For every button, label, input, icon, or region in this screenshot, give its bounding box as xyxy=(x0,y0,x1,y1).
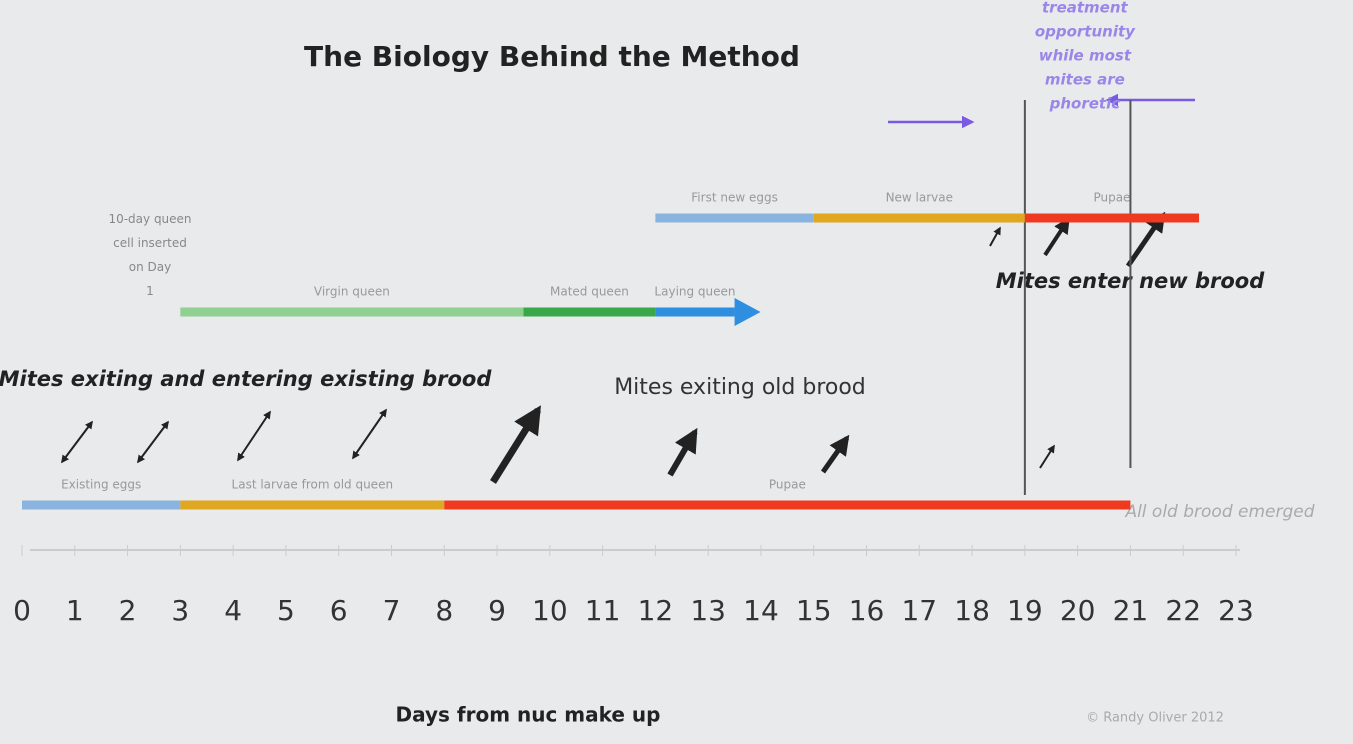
old-brood-note: Mites exiting old brood xyxy=(614,375,866,400)
treatment-note: opportunity xyxy=(1035,23,1136,41)
mite-arrow xyxy=(667,427,698,477)
title: The Biology Behind the Method xyxy=(304,40,800,73)
segment-label: Pupae xyxy=(769,478,806,492)
tick-label: 1 xyxy=(66,594,84,627)
tick-label: 19 xyxy=(1007,594,1043,627)
tick-label: 4 xyxy=(224,594,242,627)
tick-label: 0 xyxy=(13,594,31,627)
treatment-note: phoretic xyxy=(1049,95,1121,113)
tick-label: 3 xyxy=(171,594,189,627)
tick-label: 16 xyxy=(849,594,885,627)
mite-arrow xyxy=(137,420,169,464)
tick-label: 20 xyxy=(1060,594,1096,627)
tick-label: 21 xyxy=(1113,594,1149,627)
segment-label: New larvae xyxy=(886,191,953,205)
tick-label: 15 xyxy=(796,594,832,627)
tick-label: 7 xyxy=(383,594,401,627)
queen-note: 10-day queen cell inserted on Day 1 xyxy=(108,212,191,298)
tick-label: 11 xyxy=(585,594,621,627)
mite-arrows xyxy=(61,211,1166,484)
segment-label: Last larvae from old queen xyxy=(232,478,394,492)
tick-label: 9 xyxy=(488,594,506,627)
axis-label: Days from nuc make up xyxy=(396,703,661,727)
treatment-note: while most xyxy=(1039,47,1132,65)
tick-label: 10 xyxy=(532,594,568,627)
segment-label: Mated queen xyxy=(550,285,629,299)
segment-label: First new eggs xyxy=(691,191,778,205)
tick-label: 8 xyxy=(435,594,453,627)
mite-arrow xyxy=(490,405,541,484)
mite-arrow xyxy=(989,226,1001,247)
tick-label: 17 xyxy=(901,594,937,627)
segment-label: Virgin queen xyxy=(314,285,390,299)
tick-label: 13 xyxy=(690,594,726,627)
tick-label: 14 xyxy=(743,594,779,627)
tick-label: 22 xyxy=(1165,594,1201,627)
tick-label: 6 xyxy=(330,594,348,627)
tick-label: 5 xyxy=(277,594,295,627)
mite-arrow xyxy=(352,408,387,460)
treatment-note: treatment xyxy=(1042,0,1129,17)
mite-arrow xyxy=(237,410,271,462)
credit: © Randy Oliver 2012 xyxy=(1086,711,1224,726)
tick-label: 18 xyxy=(954,594,990,627)
segment-label: Existing eggs xyxy=(61,478,141,492)
mite-arrow xyxy=(820,434,850,474)
mite-arrow xyxy=(1043,217,1070,257)
tick-label: 23 xyxy=(1218,594,1254,627)
segment-label: Pupae xyxy=(1093,191,1130,205)
segment-label: Laying queen xyxy=(654,285,735,299)
mite-arrow xyxy=(61,420,93,464)
tick-label: 12 xyxy=(638,594,674,627)
timeline-arrowhead xyxy=(734,298,761,326)
mite-arrow xyxy=(1125,211,1166,268)
existing-brood-note: Mites exiting and entering existing broo… xyxy=(0,367,492,391)
mite-arrow xyxy=(1039,444,1055,469)
treatment-note: mites are xyxy=(1045,71,1125,89)
tick-label: 2 xyxy=(119,594,137,627)
emerged-note: All old brood emerged xyxy=(1124,502,1314,522)
